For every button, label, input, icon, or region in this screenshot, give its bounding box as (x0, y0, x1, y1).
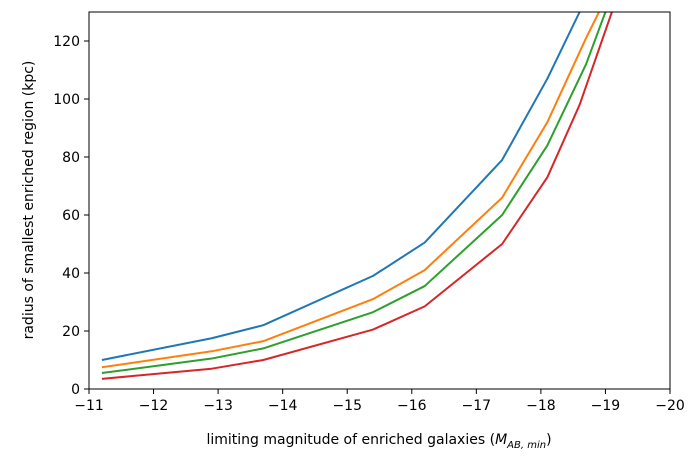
x-axis: −11 −12 −13 −14 −15 −16 −17 −18 −19 −20 (74, 389, 685, 414)
plot-frame (88, 11, 671, 390)
x-tick-label: −16 (397, 398, 427, 414)
x-tick-label: −15 (332, 398, 362, 414)
x-tick-label: −14 (268, 398, 298, 414)
y-tick-label: 60 (62, 208, 80, 224)
y-tick-label: 100 (53, 92, 80, 108)
series-line-1 (101, 12, 581, 361)
x-tick-label: −19 (591, 398, 621, 414)
series-line-4 (101, 12, 613, 380)
y-axis-label: radius of smallest enriched region (kpc) (21, 61, 37, 340)
x-axis-label: limiting magnitude of enriched galaxies … (206, 432, 551, 451)
x-tick-label: −13 (203, 398, 233, 414)
y-tick-label: 0 (71, 382, 80, 398)
y-tick-label: 80 (62, 150, 80, 166)
x-tick-label: −12 (139, 398, 169, 414)
series-line-2 (101, 12, 600, 369)
y-tick-label: 120 (53, 34, 80, 50)
y-tick-label: 20 (62, 324, 80, 340)
series-line-3 (101, 12, 607, 375)
x-tick-label: −18 (526, 398, 556, 414)
x-tick-label: −11 (74, 398, 104, 414)
x-tick-label: −20 (655, 398, 685, 414)
x-tick-label: −17 (462, 398, 492, 414)
series-layer (101, 12, 613, 380)
y-axis: 0 20 40 60 80 100 120 (53, 34, 89, 398)
y-tick-label: 40 (62, 266, 80, 282)
